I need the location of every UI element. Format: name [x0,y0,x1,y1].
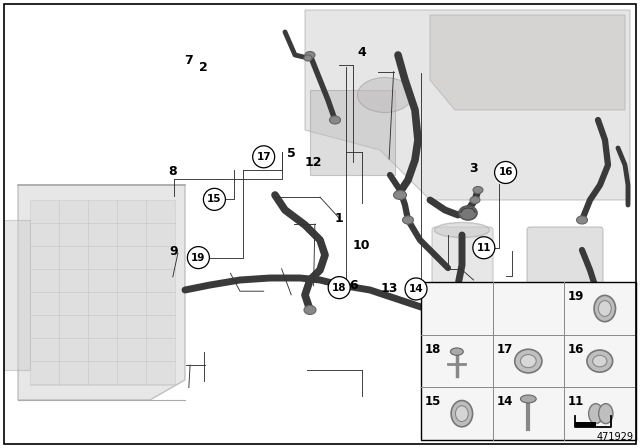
Circle shape [405,278,427,300]
Text: 10: 10 [353,238,371,252]
Ellipse shape [304,306,316,314]
Ellipse shape [459,206,477,220]
Text: 15: 15 [425,396,442,409]
Text: 1: 1 [335,211,344,225]
Circle shape [328,276,350,299]
Polygon shape [18,185,185,400]
Text: 4: 4 [357,46,366,59]
Text: 3: 3 [469,161,478,175]
Text: 11: 11 [568,396,584,409]
Ellipse shape [304,55,312,61]
Text: 2: 2 [199,60,208,74]
Text: 12: 12 [305,155,323,169]
Circle shape [495,161,516,184]
Ellipse shape [330,116,340,124]
Ellipse shape [520,354,536,368]
Ellipse shape [435,223,490,237]
Ellipse shape [520,395,536,403]
Text: 13: 13 [380,282,398,296]
Text: 19: 19 [191,253,205,263]
Bar [421,282,636,440]
Text: 16: 16 [499,168,513,177]
Ellipse shape [456,306,468,314]
Text: 8: 8 [168,164,177,178]
Circle shape [188,246,209,269]
Ellipse shape [593,355,607,367]
Ellipse shape [305,52,315,59]
Ellipse shape [577,216,588,224]
Text: 14: 14 [409,284,423,294]
Text: 14: 14 [497,396,513,409]
Text: 5: 5 [287,146,296,160]
Ellipse shape [470,197,480,203]
Circle shape [204,188,225,211]
Ellipse shape [451,348,463,355]
Polygon shape [305,10,630,200]
Ellipse shape [598,301,611,316]
Text: 471929: 471929 [597,432,634,442]
Ellipse shape [608,375,616,381]
FancyBboxPatch shape [432,227,493,313]
Ellipse shape [587,350,612,372]
Ellipse shape [590,336,600,344]
FancyBboxPatch shape [527,227,603,293]
Ellipse shape [403,216,413,224]
Ellipse shape [594,295,616,322]
Circle shape [473,237,495,259]
Bar [575,422,596,427]
Polygon shape [30,200,175,385]
Text: 18: 18 [332,283,346,293]
Text: 6: 6 [349,279,358,293]
Ellipse shape [394,190,406,199]
Text: 15: 15 [207,194,221,204]
Text: 18: 18 [425,343,442,356]
Ellipse shape [589,404,603,424]
Ellipse shape [358,78,413,112]
Ellipse shape [456,406,468,422]
Ellipse shape [483,406,493,414]
Text: 19: 19 [568,290,584,303]
Text: 17: 17 [497,343,513,356]
Ellipse shape [451,401,472,427]
Text: 7: 7 [184,54,193,67]
Circle shape [253,146,275,168]
Ellipse shape [473,186,483,194]
Text: 9: 9 [170,245,179,258]
Text: 17: 17 [257,152,271,162]
Ellipse shape [598,404,613,424]
Polygon shape [430,15,625,110]
Ellipse shape [515,349,542,373]
Text: 16: 16 [568,343,584,356]
Polygon shape [310,90,395,175]
Polygon shape [4,220,30,370]
Text: 11: 11 [477,243,491,253]
Ellipse shape [493,374,504,382]
